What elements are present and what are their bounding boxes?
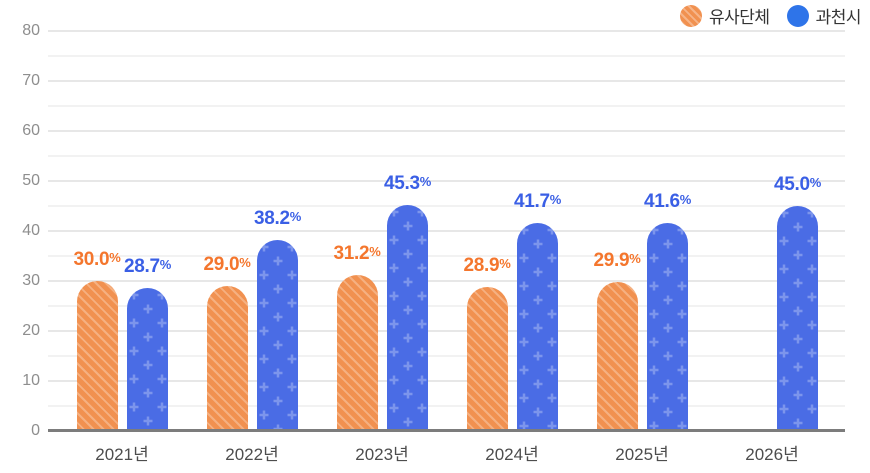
value-label: 30.0% [73,249,120,271]
value-number: 30.0 [73,249,110,270]
x-axis-label: 2024년 [485,445,539,464]
x-axis-label: 2025년 [615,445,669,464]
legend-dot-blue [786,4,809,27]
x-axis-label: 2022년 [225,445,279,464]
gridline [48,305,845,307]
gridline [48,30,845,32]
value-number: 45.3 [383,172,420,194]
plus-pattern [387,204,428,431]
value-number: 31.2 [333,243,370,264]
gridline [48,180,845,182]
y-axis-label: 10 [22,372,40,389]
value-number: 41.7 [513,190,550,212]
value-unit: % [369,244,381,259]
value-number: 38.2 [253,208,290,229]
plus-pattern [517,222,558,431]
gridline [48,205,845,207]
value-number: 28.7 [123,255,160,277]
bar-series0-cat0 [76,281,118,431]
bar-series1-cat5 [777,206,818,431]
value-label: 31.2% [333,243,380,265]
legend-dot-orange [680,4,703,27]
y-axis-label: 20 [22,322,40,339]
value-number: 29.9 [593,249,630,271]
value-unit: % [159,256,172,272]
gridline [48,155,845,157]
gridline [48,380,845,382]
value-label: 41.7% [514,191,561,213]
y-axis-label: 70 [22,72,40,89]
value-unit: % [809,175,822,190]
bar-series1-cat0 [127,287,168,431]
y-axis-label: 40 [22,222,40,239]
x-axis-line [48,429,845,432]
value-unit: % [419,173,432,189]
gridline [48,55,845,57]
legend-item-similar-orgs: 유사단체 [680,3,770,28]
bar-series0-cat2 [336,275,378,431]
value-unit: % [629,250,641,266]
gridline [48,405,845,407]
plus-pattern [257,240,298,431]
value-label: 41.6% [644,191,691,213]
value-label: 29.9% [593,250,640,272]
value-unit: % [549,191,562,207]
legend: 유사단체 과천시 [680,3,862,28]
value-label: 29.0% [203,254,250,276]
gridline [48,80,845,82]
legend-label-gwacheon: 과천시 [815,8,862,27]
y-axis-label: 60 [22,122,40,139]
gridline [48,330,845,332]
x-axis-label: 2026년 [745,445,799,464]
gridline [48,105,845,107]
plus-pattern [647,223,688,431]
value-number: 28.9 [463,254,500,276]
value-number: 41.6 [643,191,680,212]
bar-series1-cat2 [387,204,428,431]
y-axis-label: 30 [22,272,40,289]
bar-series1-cat1 [257,240,298,431]
x-axis-label: 2023년 [355,445,409,464]
y-axis-label: 0 [31,422,40,439]
bar-series0-cat1 [206,286,248,431]
value-unit: % [289,209,302,224]
bar-series1-cat4 [647,223,688,431]
bar-series0-cat3 [466,286,508,431]
value-label: 45.3% [384,173,431,195]
value-number: 45.0 [773,174,810,195]
value-unit: % [109,250,121,265]
bar-series0-cat4 [596,281,638,431]
value-unit: % [499,255,511,271]
gridline [48,355,845,357]
plus-pattern [777,206,818,431]
y-axis-label: 50 [22,172,40,189]
x-axis-label: 2021년 [95,445,149,464]
value-label: 45.0% [774,174,821,196]
legend-item-gwacheon: 과천시 [786,3,862,28]
value-label: 28.7% [124,256,171,278]
value-label: 38.2% [254,208,301,230]
gridline [48,130,845,132]
y-axis-label: 80 [22,22,40,39]
legend-label-similar-orgs: 유사단체 [709,8,770,27]
plus-pattern [127,287,168,431]
gridline [48,255,845,257]
value-unit: % [239,255,251,270]
bar-series1-cat3 [517,222,558,431]
gridline [48,230,845,232]
value-unit: % [679,192,692,207]
value-number: 29.0 [203,254,240,275]
value-label: 28.9% [463,255,510,277]
gridline [48,280,845,282]
